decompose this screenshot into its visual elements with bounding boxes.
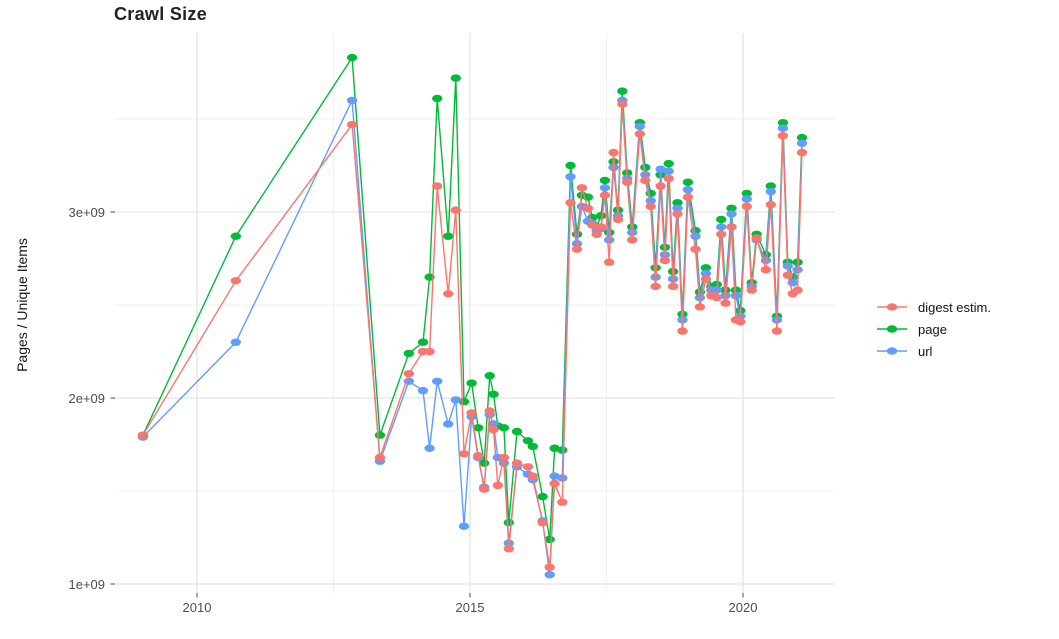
y-tick-label-3e+09: 3e+09 bbox=[68, 205, 105, 220]
legend-key-url bbox=[877, 347, 907, 355]
series-line-url bbox=[142, 99, 803, 576]
page-title: Crawl Size bbox=[114, 4, 208, 24]
series-points-page bbox=[137, 53, 808, 544]
legend-dot-url bbox=[886, 347, 898, 355]
y-tick-label-2e+09: 2e+09 bbox=[68, 391, 105, 406]
x-tick-label-2020: 2020 bbox=[728, 600, 758, 615]
series-page bbox=[137, 53, 808, 544]
legend-item-digest-estim: digest estim. bbox=[876, 296, 991, 318]
legend-dot-page bbox=[886, 325, 898, 333]
major-gridlines bbox=[115, 33, 835, 593]
x-tick-label-2010: 2010 bbox=[182, 600, 212, 615]
series-line-digest-estim bbox=[142, 103, 803, 568]
y-tick-label-1e+09: 1e+09 bbox=[68, 577, 105, 592]
legend-item-page: page bbox=[876, 318, 991, 340]
legend-dot-digest-estim bbox=[886, 303, 898, 311]
legend-item-url: url bbox=[876, 340, 991, 362]
legend-key-digest-estim bbox=[877, 303, 907, 311]
series-url bbox=[137, 96, 808, 579]
legend-key-page bbox=[877, 325, 907, 333]
legend-label-digest-estim: digest estim. bbox=[918, 299, 991, 315]
minor-gridlines bbox=[115, 33, 835, 593]
legend-label-page: page bbox=[918, 321, 947, 337]
series-digest-estim bbox=[137, 100, 808, 571]
axis-tick-marks bbox=[110, 211, 744, 598]
legend: digest estim. page url bbox=[876, 296, 991, 362]
x-tick-label-2015: 2015 bbox=[455, 600, 485, 615]
legend-label-url: url bbox=[918, 343, 933, 359]
series-points-digest-estim bbox=[137, 100, 808, 571]
